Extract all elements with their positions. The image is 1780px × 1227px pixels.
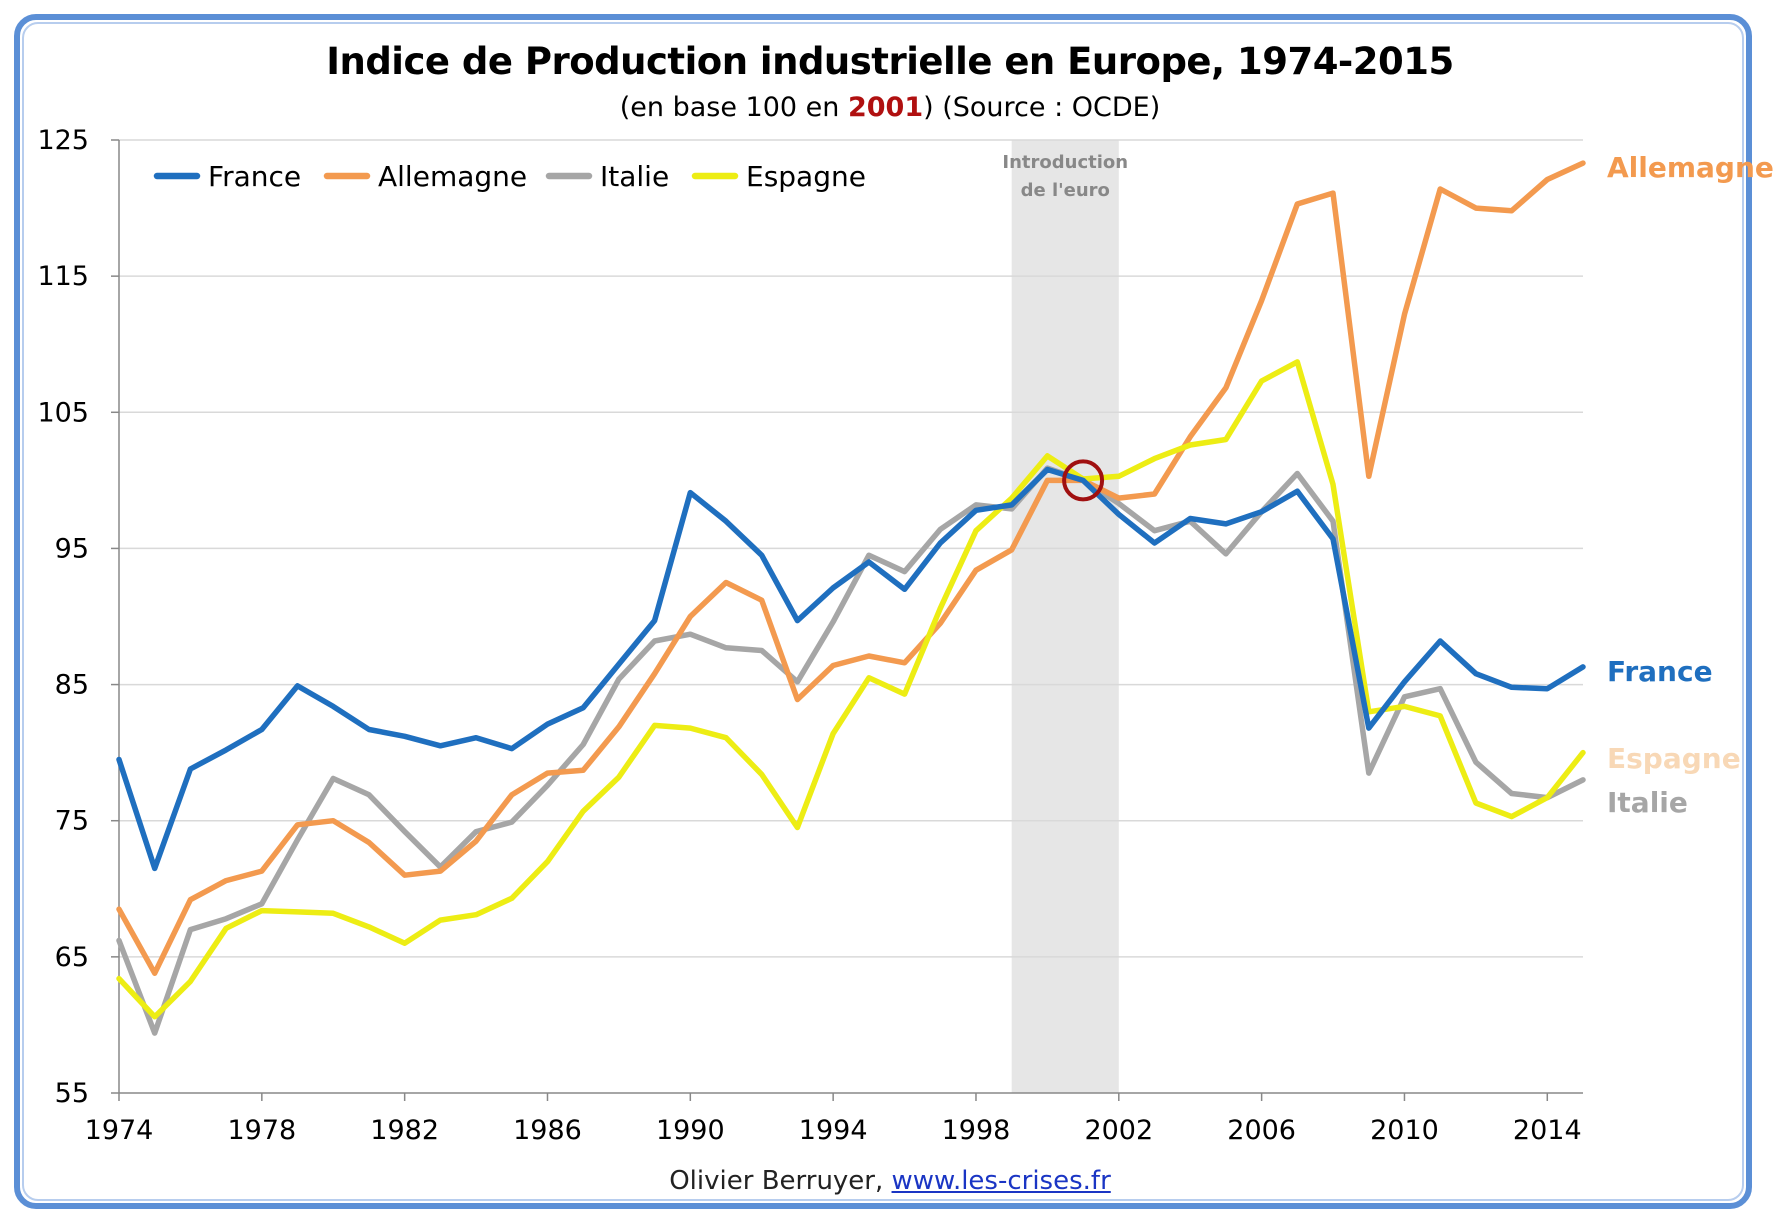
credit-link[interactable]: www.les-crises.fr [891,1166,1111,1196]
legend-label-france: France [208,160,301,193]
legend-label-italie: Italie [600,160,669,193]
euro-band [1011,140,1119,1093]
y-tick-label: 95 [55,533,89,564]
chart-subtitle: (en base 100 en 2001) (Source : OCDE) [0,92,1780,123]
euro-band-label-line2: de l'euro [1021,180,1110,201]
legend: France Allemagne Italie Espagne [153,160,866,193]
x-tick-label: 2014 [1513,1115,1582,1146]
credit-author: Olivier Berruyer, [669,1166,892,1196]
base-year-marker [1062,459,1105,502]
y-tick-label: 105 [37,397,89,428]
series-line-italie [116,465,1586,1036]
y-tick-label: 65 [55,942,89,973]
euro-band-layer: Introduction de l'euro [1002,140,1128,1093]
y-tick-label: 75 [55,806,89,837]
x-tick-label: 1998 [942,1115,1011,1146]
series-line-allemagne [116,160,1586,976]
series-lines [116,160,1586,1036]
chart-frame [14,14,1752,1209]
x-tick-label: 2006 [1227,1115,1296,1146]
end-label-espagne: Espagne [1607,742,1741,775]
credit-line: Olivier Berruyer, www.les-crises.fr [0,1166,1780,1196]
end-labels: France Allemagne Italie Espagne [1607,151,1774,819]
highlight-marker-layer [1062,459,1105,502]
x-tick-label: 1986 [513,1115,582,1146]
euro-band-label-line1: Introduction [1002,152,1128,173]
y-tick-label: 115 [37,261,89,292]
x-tick-label: 1990 [656,1115,725,1146]
subtitle-base-year: 2001 [847,92,924,123]
end-label-allemagne: Allemagne [1607,151,1774,184]
x-tick-label: 2002 [1084,1115,1153,1146]
end-label-france: France [1607,655,1713,688]
chart-title: Indice de Production industrielle en Eur… [326,40,1454,83]
legend-label-espagne: Espagne [746,160,866,193]
x-tick-label: 1978 [227,1115,296,1146]
legend-label-allemagne: Allemagne [378,160,527,193]
x-tick-label: 1974 [85,1115,154,1146]
axes: 55 65 75 85 95 105 115 125 1974 1978 1982 1986 1990 1… [37,125,1583,1146]
y-tick-label: 55 [55,1078,89,1109]
x-tick-label: 1982 [370,1115,439,1146]
series-line-france [116,466,1586,872]
series-line-espagne [116,359,1586,1020]
chart-frame-inner [22,22,1744,1201]
subtitle-prefix: (en base 100 en [619,92,848,123]
subtitle-suffix: ) (Source : OCDE) [923,92,1161,123]
x-tick-label: 1994 [799,1115,868,1146]
y-tick-label: 85 [55,670,89,701]
gridlines [119,139,1583,958]
end-label-italie: Italie [1607,786,1688,819]
y-tick-label: 125 [37,125,89,156]
x-tick-label: 2010 [1370,1115,1439,1146]
